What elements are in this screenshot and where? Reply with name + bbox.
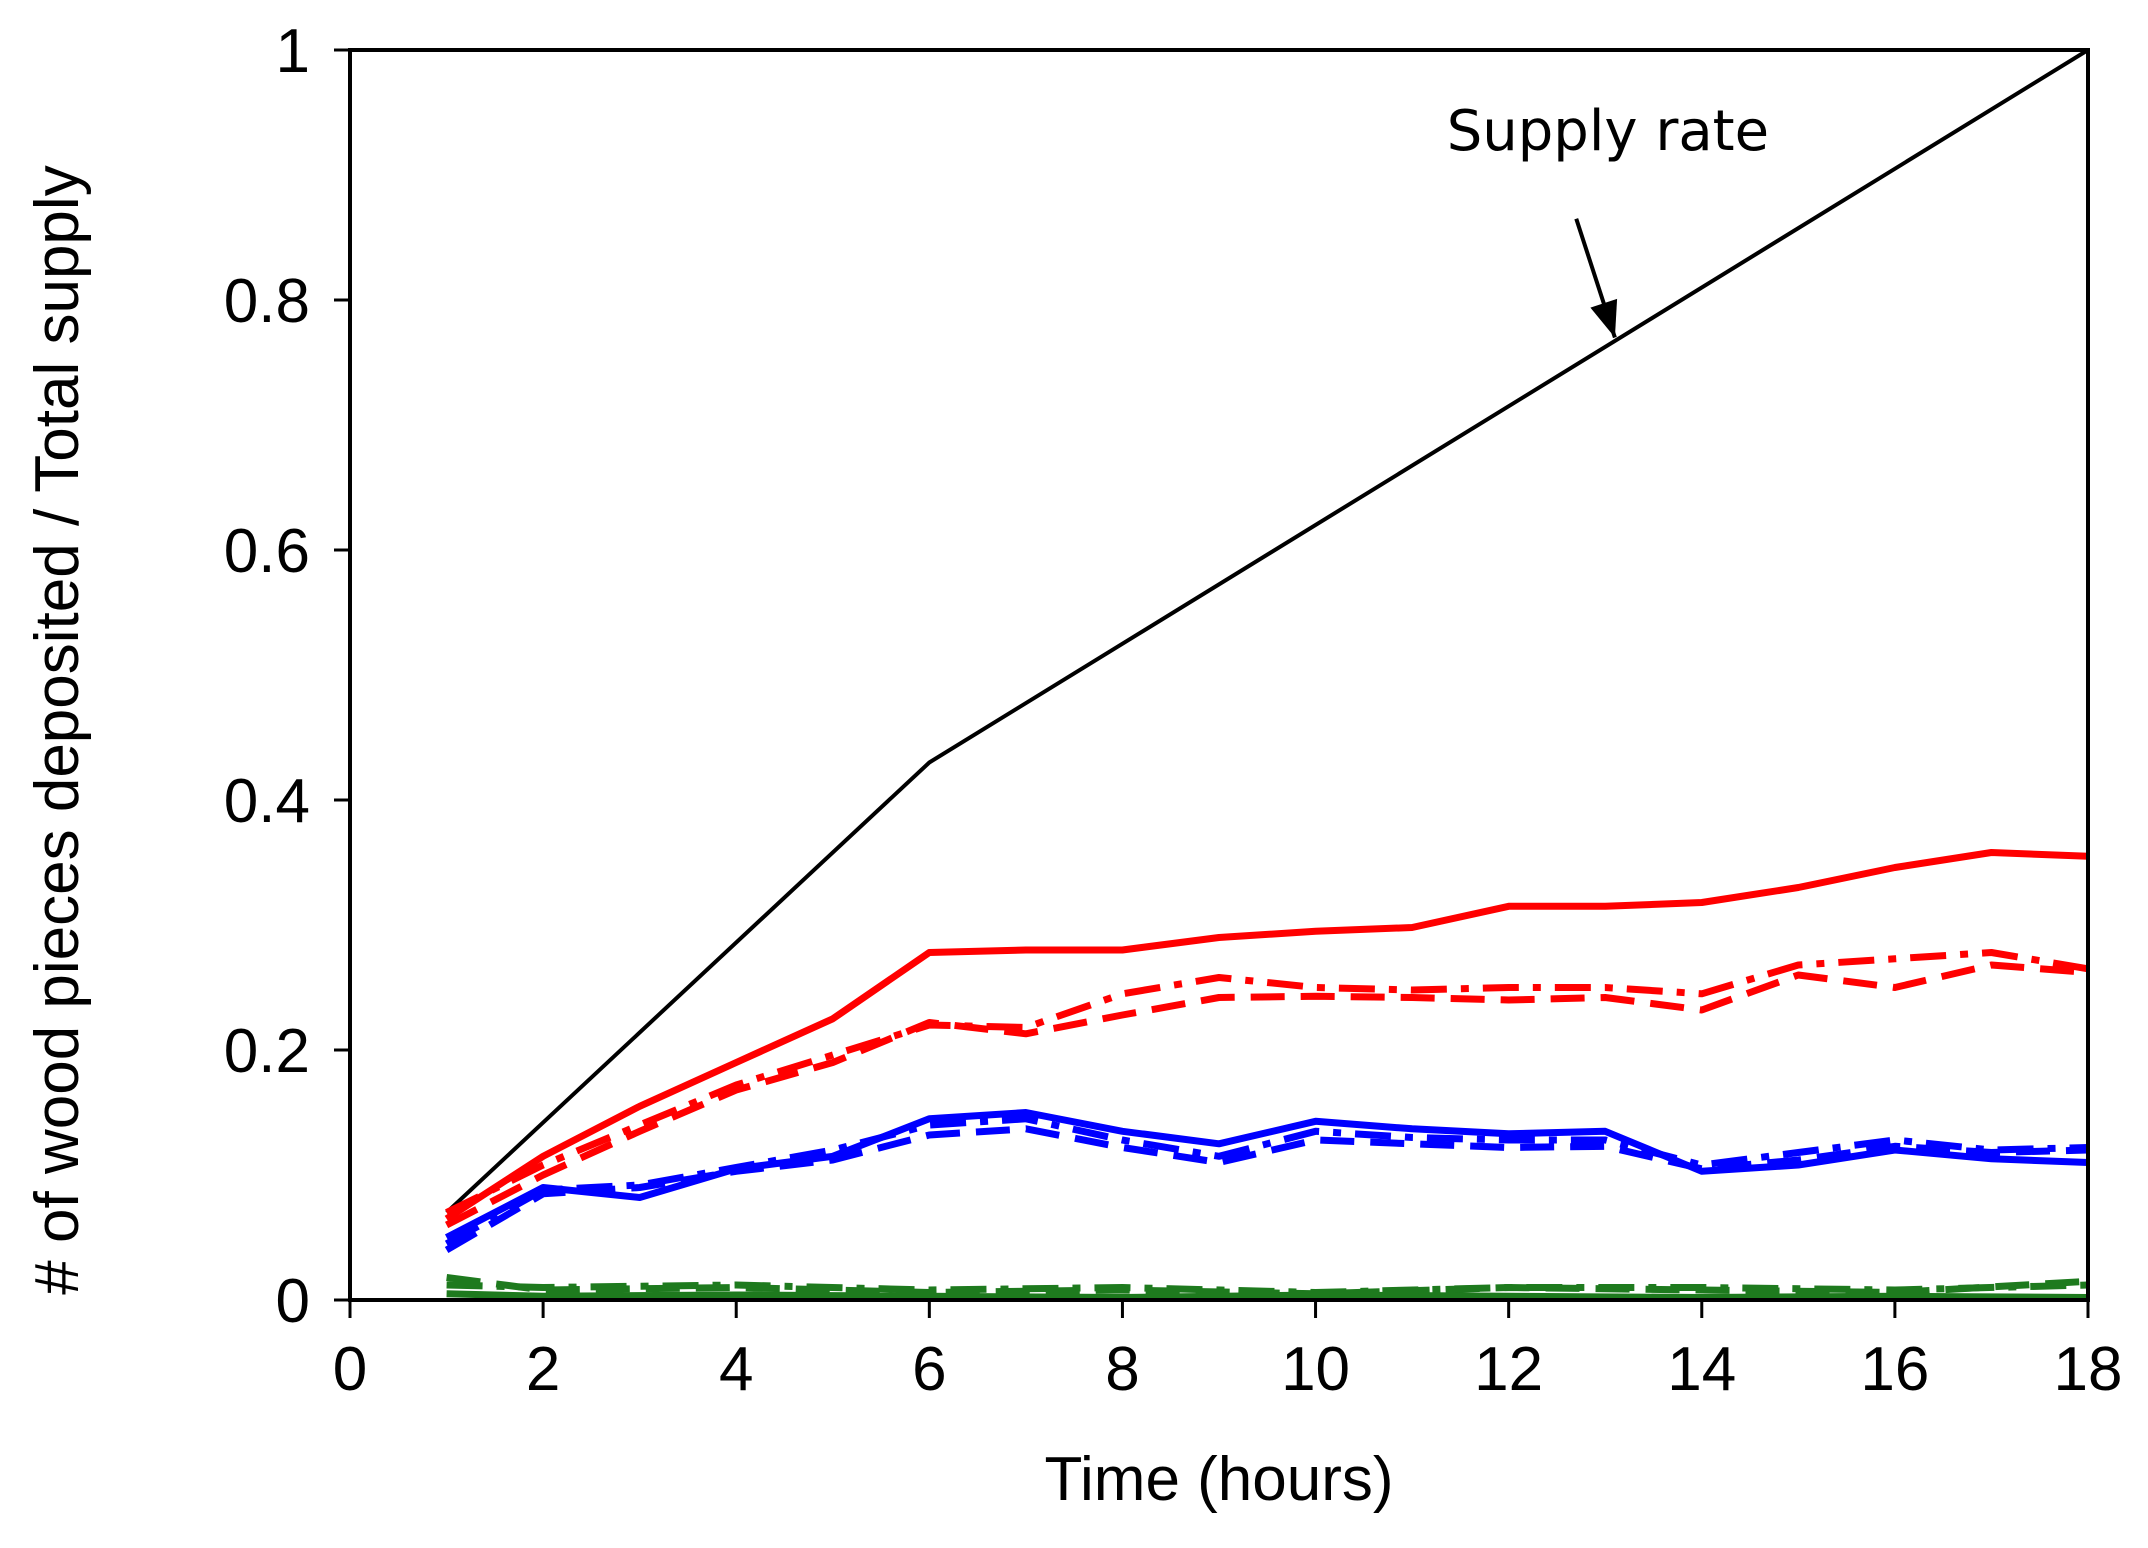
x-axis-ticks: 0 2 4 6 8 10 12 14 16 18	[333, 1300, 2123, 1404]
y-axis-ticks: 0 0.2 0.4 0.6 0.8 1	[224, 17, 350, 1336]
y-tick-label: 0.6	[224, 517, 310, 586]
annotation-arrow-head	[1590, 298, 1618, 338]
series-line-red-solid	[444, 849, 2089, 1222]
x-tick-label: 6	[912, 1335, 946, 1404]
x-tick-label: 14	[1667, 1335, 1736, 1404]
y-tick-label: 0	[276, 1267, 310, 1336]
x-tick-label: 2	[526, 1335, 560, 1404]
annotation-layer: Supply rate	[1447, 99, 1769, 339]
series-line-blue-dash-dot	[444, 1115, 2089, 1247]
series-line-red-dash-dot	[445, 949, 2089, 1216]
y-tick-label: 0.8	[224, 267, 310, 336]
x-tick-label: 4	[719, 1335, 753, 1404]
series-line-supply-rate	[445, 48, 2090, 1214]
series-line-blue-solid	[444, 1109, 2089, 1241]
series-line-red-dashed	[444, 961, 2089, 1229]
y-tick-label: 0.4	[224, 767, 310, 836]
x-tick-label: 0	[333, 1335, 367, 1404]
y-tick-label: 1	[276, 17, 310, 86]
x-tick-label: 8	[1105, 1335, 1139, 1404]
x-tick-label: 12	[1474, 1335, 1543, 1404]
series-layer	[444, 48, 2090, 1301]
plot-frame	[348, 48, 2090, 1302]
series-line-green-solid	[446, 1290, 2089, 1301]
x-axis-title: Time (hours)	[1044, 1445, 1393, 1514]
x-tick-label: 10	[1281, 1335, 1350, 1404]
y-axis-title: # of wood pieces deposited / Total suppl…	[23, 165, 92, 1294]
x-tick-label: 18	[2054, 1335, 2123, 1404]
series-line-green-dash-dot	[446, 1281, 2089, 1296]
x-tick-label: 16	[1860, 1335, 1929, 1404]
y-tick-label: 0.2	[224, 1017, 310, 1086]
annotation-supply-rate-label: Supply rate	[1447, 99, 1769, 164]
